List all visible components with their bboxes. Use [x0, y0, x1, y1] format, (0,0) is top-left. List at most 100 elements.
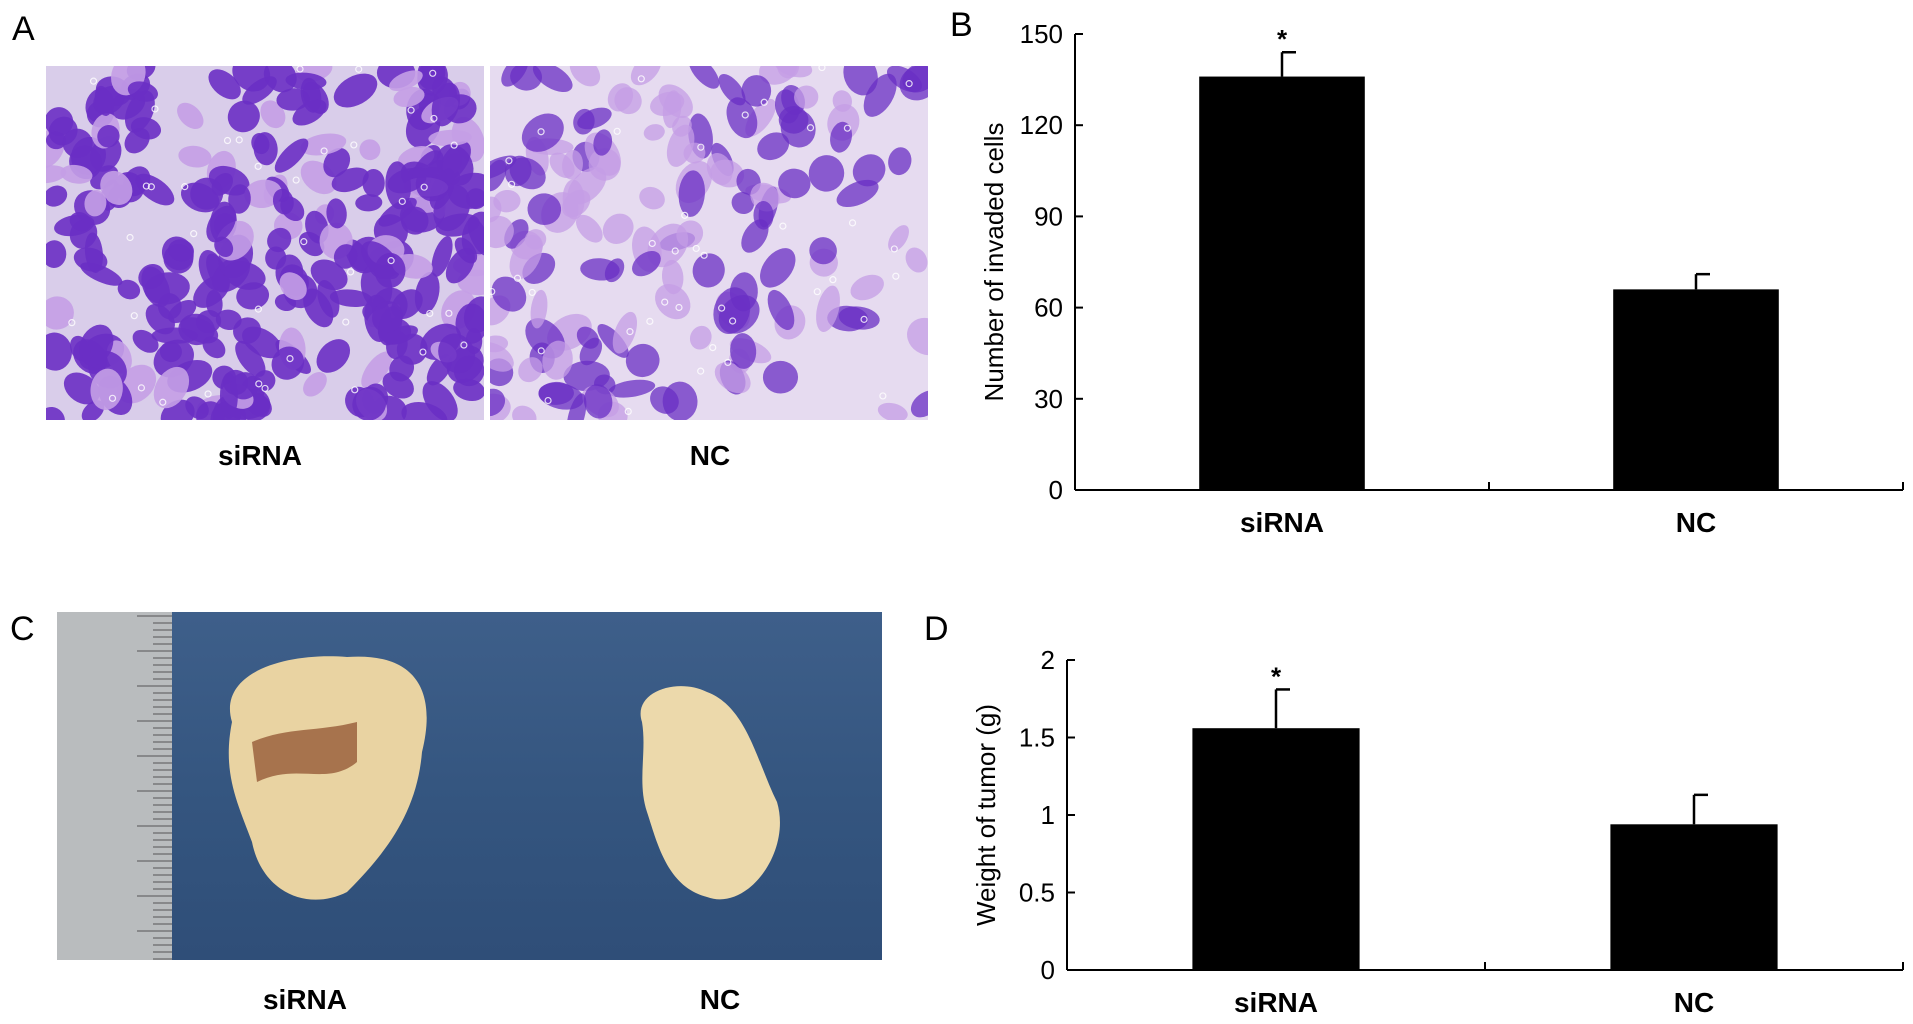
cell-shape [63, 372, 100, 405]
tumor-nc [640, 686, 780, 900]
cell-shape [331, 167, 369, 193]
y-axis-label: Weight of tumor (g) [971, 704, 1001, 926]
cell-shape [457, 269, 484, 296]
cell-shape [530, 289, 548, 329]
y-tick-label: 150 [1020, 19, 1063, 49]
cell-shape [718, 294, 760, 334]
cell-shape [678, 170, 705, 217]
pore [626, 328, 634, 336]
pore [513, 274, 522, 282]
pore [426, 309, 434, 318]
cell-shape [794, 85, 819, 109]
x-tick-label-sirna: siRNA [1234, 987, 1318, 1018]
bar-sirna [1192, 728, 1360, 970]
cell-shape [650, 91, 685, 116]
cell-shape [562, 179, 585, 220]
panel-letter-c: C [10, 610, 35, 648]
cell-shape [816, 285, 840, 332]
pore [892, 272, 900, 280]
pore [430, 114, 438, 123]
cell-shape [230, 372, 259, 400]
cell-shape [361, 351, 392, 389]
cell-shape [242, 326, 283, 359]
panel-letter-b: B [950, 6, 973, 44]
pore [350, 141, 358, 149]
cell-shape [445, 247, 475, 284]
cell-shape [260, 100, 286, 129]
cell-shape [490, 215, 514, 249]
cell-shape [224, 261, 266, 290]
cell-shape [888, 225, 909, 252]
cell-shape [714, 362, 751, 394]
cell-shape [244, 179, 283, 208]
cell-shape [639, 186, 665, 210]
cell-shape [501, 66, 529, 87]
tumor-nc-label: NC [699, 984, 741, 1015]
pore [89, 77, 98, 85]
x-tick-label-nc: NC [1676, 507, 1716, 538]
cell-shape [836, 179, 879, 208]
cell-shape [604, 258, 625, 283]
pore [68, 319, 76, 327]
pore [507, 180, 516, 188]
pore [709, 344, 717, 352]
cell-shape [317, 280, 340, 318]
pore [450, 141, 458, 149]
bar-nc [1613, 289, 1779, 490]
cell-shape [760, 248, 796, 288]
pore [905, 80, 913, 88]
cell-shape [453, 378, 484, 402]
pore [528, 288, 536, 297]
pore [300, 238, 308, 246]
cell-shape [153, 339, 194, 378]
cell-shape [355, 194, 383, 212]
cell-shape [94, 85, 113, 116]
pore [718, 304, 726, 312]
cell-shape [757, 132, 790, 161]
pore [661, 298, 669, 306]
pore [419, 348, 427, 356]
significance-marker: * [1271, 661, 1282, 691]
pore [142, 182, 150, 190]
cell-shape [490, 335, 509, 353]
pore [692, 244, 700, 253]
cell-shape [389, 70, 423, 92]
cell-shape [753, 200, 774, 230]
pore [261, 384, 269, 393]
cell-shape [838, 306, 880, 330]
cell-shape [650, 386, 679, 414]
cell-shape [490, 342, 514, 372]
pore [204, 390, 212, 398]
cell-shape [299, 231, 325, 257]
pore [806, 124, 815, 132]
cell-shape [46, 406, 65, 420]
cell-shape [726, 97, 758, 139]
cell-shape [378, 197, 417, 227]
cell-shape [491, 276, 527, 312]
pore [637, 75, 645, 83]
cell-shape [235, 340, 266, 377]
y-tick-label: 0 [1041, 955, 1055, 985]
cell-shape [521, 113, 564, 152]
cell-shape [780, 109, 816, 148]
pore [724, 358, 732, 367]
cell-shape [518, 357, 543, 383]
pore [879, 392, 887, 400]
ruler [57, 612, 172, 960]
cell-shape [562, 150, 583, 180]
pore [255, 380, 263, 388]
cell-shape [888, 147, 912, 176]
cell-shape [886, 66, 922, 93]
pore [675, 303, 683, 312]
cell-shape [46, 107, 74, 137]
cell-shape [359, 139, 381, 161]
cell-shape [69, 335, 91, 362]
cell-shape [316, 339, 351, 373]
cell-shape [593, 129, 613, 156]
y-tick-label: 0 [1049, 475, 1063, 505]
cell-shape [333, 73, 378, 108]
pore [398, 197, 406, 205]
cell-shape [625, 343, 660, 378]
cell-shape [180, 317, 219, 344]
cell-shape [300, 133, 347, 156]
